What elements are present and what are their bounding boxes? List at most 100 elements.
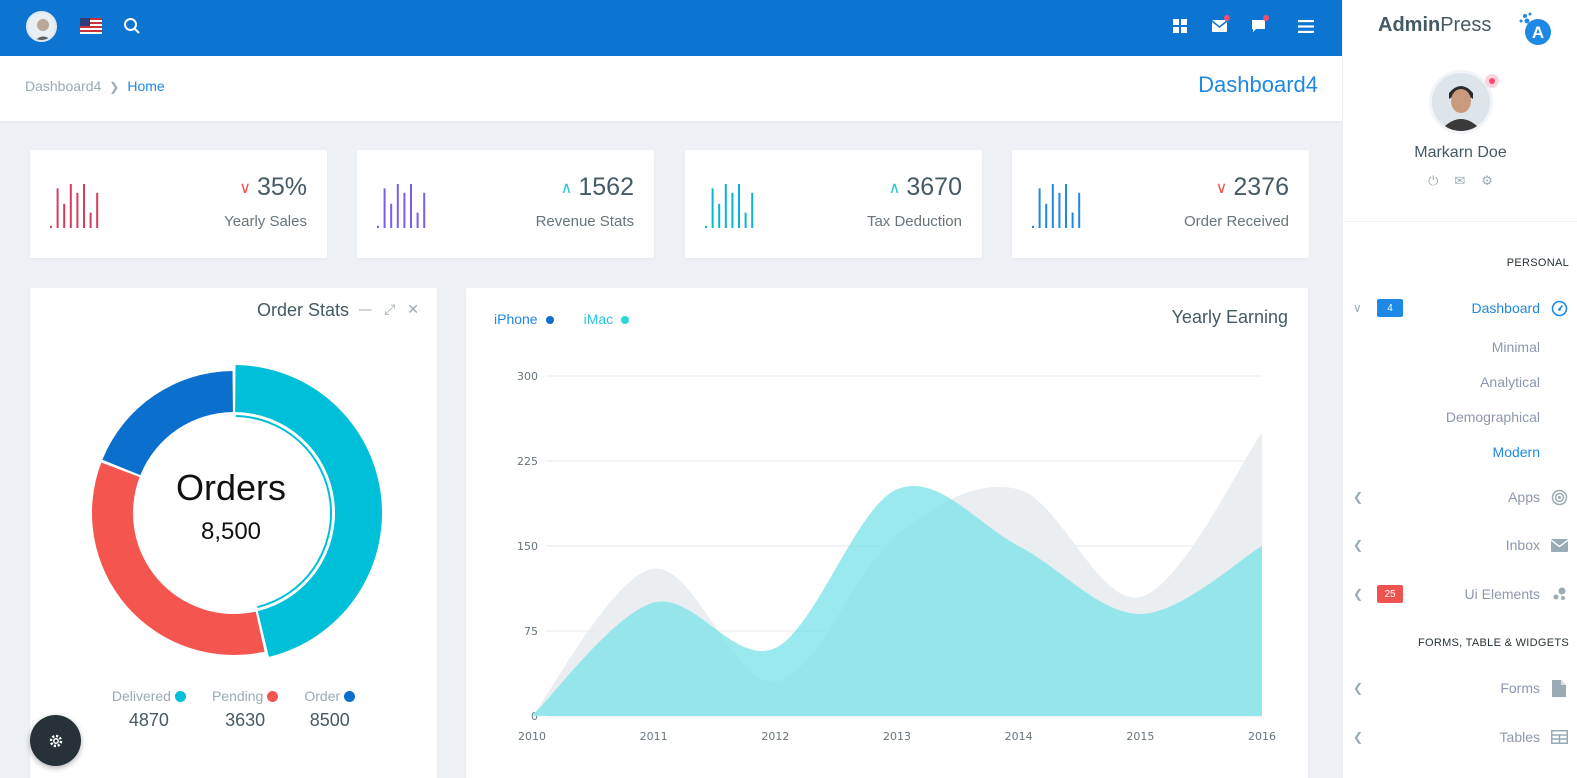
breadcrumb-parent[interactable]: Dashboard4 <box>25 78 102 94</box>
sparkline-bar <box>423 192 426 228</box>
sidebar-item-label: Tables <box>1499 729 1540 745</box>
legend-value: 8500 <box>309 710 350 730</box>
power-icon[interactable]: ⏻ <box>1428 174 1439 189</box>
sparkline-bar <box>377 225 379 228</box>
breadcrumb-current: Home <box>127 78 165 94</box>
y-tick-label: 75 <box>524 625 538 638</box>
sparkline-bar <box>1078 192 1081 228</box>
envelope-icon <box>1550 536 1568 554</box>
donut-slice-pending[interactable] <box>91 462 265 655</box>
sidebar-item-label: Inbox <box>1505 537 1540 553</box>
us-flag-icon[interactable] <box>80 18 102 34</box>
badge-count: 4 <box>1377 299 1403 317</box>
message-notification-dot <box>1263 15 1269 21</box>
y-tick-label: 0 <box>531 710 538 723</box>
x-tick-label: 2013 <box>883 730 911 743</box>
minimize-icon[interactable]: — <box>358 302 373 318</box>
legend-label: Pending <box>211 688 264 704</box>
sparkline-bars <box>705 184 754 228</box>
sidebar-item-inbox[interactable]: ❮ Inbox <box>1343 531 1577 559</box>
sparkline-bar <box>89 212 92 228</box>
chevron-left-icon: ❮ <box>1353 730 1364 744</box>
sidebar-subitem-analytical[interactable]: Analytical <box>1480 374 1540 390</box>
sidebar-item-label: Ui Elements <box>1464 586 1540 602</box>
arrow-up-icon: ∧ <box>888 179 901 197</box>
sparkline-bar <box>50 225 52 228</box>
settings-gear-button[interactable] <box>30 715 81 766</box>
sidebar-item-tables[interactable]: ❮ Tables <box>1343 723 1577 751</box>
legend-item-imac[interactable]: iMac <box>584 311 630 327</box>
table-icon <box>1550 728 1568 746</box>
sidebar-item-forms[interactable]: ❮ Forms <box>1343 674 1577 702</box>
legend-label: Order <box>304 688 341 704</box>
legend-item-iphone[interactable]: iPhone <box>494 311 554 327</box>
sparkline-bars <box>377 184 426 228</box>
legend-label: Delivered <box>111 688 171 704</box>
section-label-forms: FORMS, TABLE & WIDGETS <box>1417 637 1569 649</box>
target-icon <box>1550 488 1568 506</box>
card-title: Yearly Earning <box>1171 307 1288 327</box>
mail-icon[interactable] <box>1207 14 1231 38</box>
legend-item-pending: Pending 3630 <box>211 688 279 731</box>
stat-value: 2376 <box>1233 173 1289 201</box>
document-icon <box>1550 679 1568 697</box>
sidebar-item-dashboard[interactable]: ∨ 4 Dashboard <box>1343 294 1577 322</box>
x-tick-label: 2015 <box>1126 730 1154 743</box>
x-tick-label: 2016 <box>1248 730 1276 743</box>
bubbles-icon <box>1550 585 1568 603</box>
brand-bold: Admin <box>1378 14 1441 36</box>
area-series-imac[interactable] <box>532 486 1262 716</box>
profile-avatar[interactable] <box>1429 70 1493 134</box>
brand-light: Press <box>1440 14 1492 36</box>
donut-slice-order[interactable] <box>102 371 233 476</box>
sidebar-item-apps[interactable]: ❮ Apps <box>1343 483 1577 511</box>
sidebar-item-label: Forms <box>1500 680 1540 696</box>
search-icon[interactable] <box>120 14 144 38</box>
page-header: Dashboard4 ❯ Home Dashboard4 <box>0 56 1342 121</box>
sparkline-bar <box>76 192 79 228</box>
sparkline-bar <box>416 212 419 228</box>
sparkline-bar <box>1071 212 1074 228</box>
sidebar-subitem-demographical[interactable]: Demographical <box>1445 409 1540 425</box>
brand-logo-letter: A <box>1532 23 1544 42</box>
x-tick-label: 2014 <box>1005 730 1033 743</box>
menu-icon[interactable] <box>1294 14 1318 38</box>
stat-card-revenue-stats: ∧ 1562 Revenue Stats <box>357 150 654 258</box>
sparkline-bar <box>738 184 740 228</box>
brand-logo-icon[interactable]: A <box>1515 10 1555 50</box>
sparkline-bar <box>1032 225 1034 228</box>
brand-name[interactable]: AdminPress <box>1378 14 1491 37</box>
x-tick-label: 2012 <box>761 730 789 743</box>
message-icon[interactable] <box>1246 14 1270 38</box>
legend-dot <box>545 316 554 325</box>
expand-icon[interactable]: ⤢ <box>384 302 396 318</box>
donut-inner-accent <box>235 415 332 609</box>
sparkline-bar <box>410 184 412 228</box>
sparkline-bar <box>1045 203 1048 228</box>
stat-label: Order Received <box>1183 213 1289 230</box>
donut-center-label: Orders <box>176 467 286 508</box>
sidebar-item-ui-elements[interactable]: ❮ 25 Ui Elements <box>1343 580 1577 608</box>
stat-value: 35% <box>256 173 307 201</box>
arrow-down-icon: ∨ <box>1215 179 1228 197</box>
x-tick-label: 2011 <box>640 730 668 743</box>
sparkline-bar <box>731 192 734 228</box>
gauge-icon <box>1550 299 1568 317</box>
arrow-down-icon: ∨ <box>239 179 251 197</box>
sidebar-subitem-minimal[interactable]: Minimal <box>1491 339 1540 355</box>
top-header <box>0 0 1342 56</box>
apps-grid-icon[interactable] <box>1168 14 1192 38</box>
mail-icon[interactable]: ✉ <box>1454 174 1466 189</box>
sparkline-bar <box>63 203 66 228</box>
gear-icon[interactable]: ⚙ <box>1481 174 1493 189</box>
profile-name[interactable]: Markarn Doe <box>1414 144 1507 161</box>
sparkline-bar <box>1065 184 1067 228</box>
divider <box>1343 221 1577 222</box>
yearly-earning-chart: 0 75 150 225 300 2010 2011 2012 2013 2014 2015 2016 <box>517 370 1276 743</box>
close-icon[interactable]: ✕ <box>407 302 419 318</box>
sparkline-bar <box>403 192 406 228</box>
donut-slice-delivered[interactable] <box>235 365 382 657</box>
user-avatar[interactable] <box>26 11 57 42</box>
sidebar-subitem-modern[interactable]: Modern <box>1492 444 1540 460</box>
sparkline-bar <box>83 184 85 228</box>
